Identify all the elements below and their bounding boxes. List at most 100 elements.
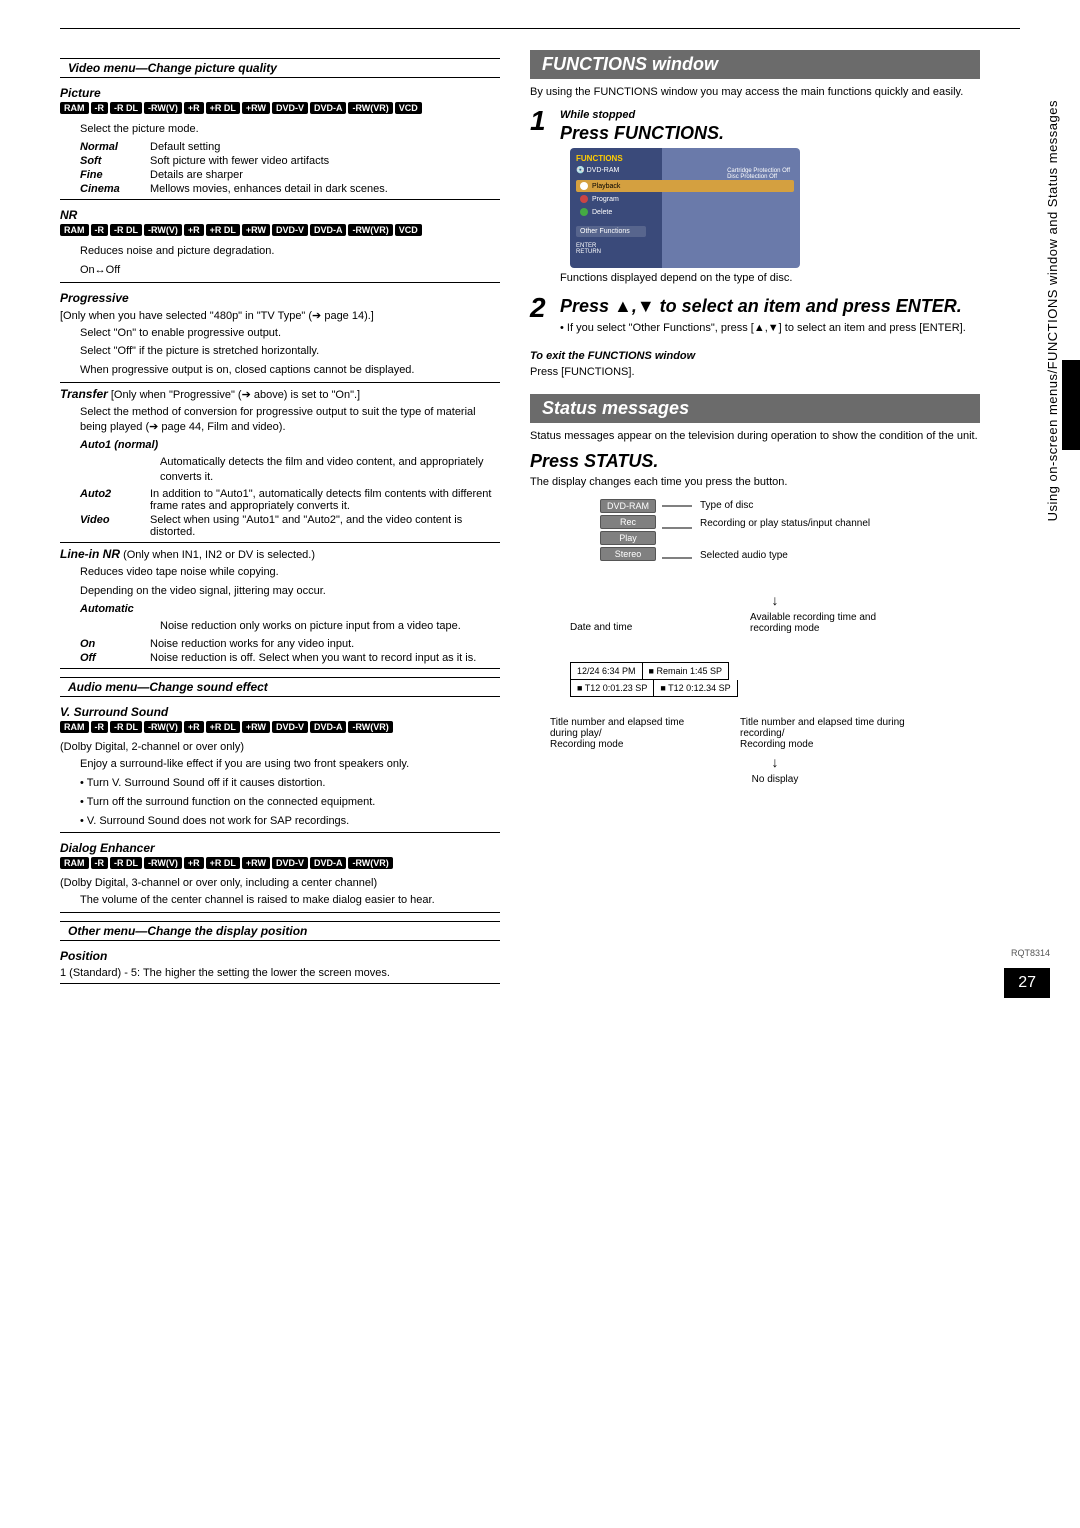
chip-stereo: Stereo bbox=[600, 547, 656, 561]
format-badge: +R bbox=[184, 224, 204, 236]
chip-play: Play bbox=[600, 531, 656, 545]
format-badge: RAM bbox=[60, 224, 89, 236]
transfer-row: Transfer [Only when "Progressive" (➔ abo… bbox=[60, 387, 500, 401]
option-desc: Select when using "Auto1" and "Auto2", a… bbox=[150, 514, 500, 538]
format-badge: +R bbox=[184, 857, 204, 869]
vsurround-label: V. Surround Sound bbox=[60, 705, 500, 719]
func-other: Other Functions bbox=[576, 226, 646, 237]
option-row: FineDetails are sharper bbox=[80, 169, 500, 181]
option-row: OnNoise reduction works for any video in… bbox=[80, 638, 500, 650]
divider bbox=[60, 282, 500, 283]
bottom-left-label: Title number and elapsed time during pla… bbox=[550, 717, 710, 750]
format-badge: -RW(VR) bbox=[348, 721, 392, 733]
status-box-1r: ■ Remain 1:45 SP bbox=[642, 662, 729, 680]
chip-label-1: Recording or play status/input channel bbox=[700, 518, 880, 529]
option-row: SoftSoft picture with fewer video artifa… bbox=[80, 155, 500, 167]
picture-label: Picture bbox=[60, 86, 500, 100]
format-badge: +R DL bbox=[206, 102, 240, 114]
transfer-label: Transfer bbox=[60, 387, 108, 401]
functions-intro: By using the FUNCTIONS window you may ac… bbox=[530, 85, 980, 99]
side-tab bbox=[1062, 360, 1080, 450]
divider bbox=[60, 912, 500, 913]
dialog-badges: RAM-R-R DL-RW(V)+R+R DL+RWDVD-VDVD-A-RW(… bbox=[60, 857, 500, 869]
status-box-2r: ■ T12 0:12.34 SP bbox=[653, 680, 737, 697]
nr-badges: RAM-R-R DL-RW(V)+R+R DL+RWDVD-VDVD-A-RW(… bbox=[60, 224, 500, 236]
option-desc: Noise reduction is off. Select when you … bbox=[150, 652, 500, 664]
vsurround-cond: (Dolby Digital, 2-channel or over only) bbox=[60, 741, 500, 753]
format-badge: -RW(V) bbox=[144, 857, 182, 869]
format-badge: DVD-V bbox=[272, 102, 308, 114]
dialog-label: Dialog Enhancer bbox=[60, 841, 500, 855]
option-desc: In addition to "Auto1", automatically de… bbox=[150, 488, 500, 512]
func-right-info: Cartridge Protection Off Disc Protection… bbox=[727, 168, 790, 180]
nr-label: NR bbox=[60, 208, 500, 222]
format-badge: +R DL bbox=[206, 721, 240, 733]
option-name: Fine bbox=[80, 169, 150, 181]
format-badge: -RW(VR) bbox=[348, 857, 392, 869]
format-badge: -R bbox=[91, 224, 109, 236]
arrow-down-1 bbox=[570, 592, 980, 608]
step-num-2: 2 bbox=[530, 294, 560, 322]
format-badge: -RW(VR) bbox=[348, 102, 392, 114]
step2-note: • If you select "Other Functions", press… bbox=[560, 321, 980, 336]
step-2: 2 Press ▲,▼ to select an item and press … bbox=[530, 294, 980, 340]
option-name: On bbox=[80, 638, 150, 650]
format-badge: DVD-A bbox=[310, 102, 347, 114]
linein-l2: Depending on the video signal, jittering… bbox=[80, 584, 500, 599]
step1-small: While stopped bbox=[560, 109, 980, 121]
left-column: Video menu—Change picture quality Pictur… bbox=[60, 50, 500, 988]
text-line: Select "On" to enable progressive output… bbox=[80, 326, 500, 341]
avail-label: Available recording time and recording m… bbox=[750, 612, 910, 634]
chip-lines bbox=[662, 502, 722, 572]
text-line: • V. Surround Sound does not work for SA… bbox=[80, 814, 500, 829]
step-1: 1 While stopped Press FUNCTIONS. FUNCTIO… bbox=[530, 107, 980, 288]
other-menu-title: Other menu—Change the display position bbox=[60, 921, 500, 941]
func-item: Playback bbox=[576, 180, 794, 192]
doc-code: RQT8314 bbox=[1011, 948, 1050, 958]
format-badge: +R DL bbox=[206, 224, 240, 236]
divider bbox=[60, 199, 500, 200]
option-desc: Soft picture with fewer video artifacts bbox=[150, 155, 500, 167]
auto1-label: Auto1 (normal) bbox=[80, 439, 500, 451]
func-note: Functions displayed depend on the type o… bbox=[560, 272, 980, 284]
option-row: OffNoise reduction is off. Select when y… bbox=[80, 652, 500, 664]
option-desc: Details are sharper bbox=[150, 169, 500, 181]
func-right-2: Disc Protection Off bbox=[727, 174, 790, 180]
format-badge: DVD-V bbox=[272, 857, 308, 869]
dialog-cond: (Dolby Digital, 3-channel or over only, … bbox=[60, 877, 500, 889]
option-row: Auto2In addition to "Auto1", automatical… bbox=[80, 488, 500, 512]
divider bbox=[60, 382, 500, 383]
format-badge: +R bbox=[184, 102, 204, 114]
text-line: • Turn V. Surround Sound off if it cause… bbox=[80, 776, 500, 791]
option-desc: Mellows movies, enhances detail in dark … bbox=[150, 183, 500, 195]
option-name: Video bbox=[80, 514, 150, 538]
bottom-right-label: Title number and elapsed time during rec… bbox=[740, 717, 920, 750]
divider bbox=[60, 668, 500, 669]
format-badge: RAM bbox=[60, 857, 89, 869]
format-badge: -R DL bbox=[110, 857, 142, 869]
option-row: CinemaMellows movies, enhances detail in… bbox=[80, 183, 500, 195]
func-return: ENTER RETURN bbox=[576, 243, 794, 255]
picture-badges: RAM-R-R DL-RW(V)+R+R DL+RWDVD-VDVD-A-RW(… bbox=[60, 102, 500, 114]
press-status: Press STATUS. bbox=[530, 451, 980, 472]
linein-label: Line-in NR bbox=[60, 547, 120, 561]
option-name: Normal bbox=[80, 141, 150, 153]
page: Video menu—Change picture quality Pictur… bbox=[0, 0, 1080, 1018]
format-badge: DVD-A bbox=[310, 721, 347, 733]
progressive-label: Progressive bbox=[60, 291, 500, 305]
text-line: Select "Off" if the picture is stretched… bbox=[80, 344, 500, 359]
format-badge: -RW(VR) bbox=[348, 224, 392, 236]
format-badge: +RW bbox=[242, 224, 270, 236]
status-diagram: DVD-RAM Rec Play Stereo Type of disc Rec… bbox=[530, 498, 980, 785]
format-badge: -R DL bbox=[110, 102, 142, 114]
status-box-2l: ■ T12 0:01.23 SP bbox=[570, 680, 653, 697]
option-row: NormalDefault setting bbox=[80, 141, 500, 153]
exit-text: Press [FUNCTIONS]. bbox=[530, 366, 980, 378]
side-text: Using on-screen menus/FUNCTIONS window a… bbox=[1045, 100, 1060, 521]
format-badge: +R DL bbox=[206, 857, 240, 869]
nr-toggle: On↔Off bbox=[80, 263, 500, 278]
functions-header: FUNCTIONS window bbox=[530, 50, 980, 79]
transfer-cond: [Only when "Progressive" (➔ above) is se… bbox=[111, 389, 360, 401]
top-rule bbox=[60, 28, 1020, 29]
no-display: No display bbox=[570, 774, 980, 785]
